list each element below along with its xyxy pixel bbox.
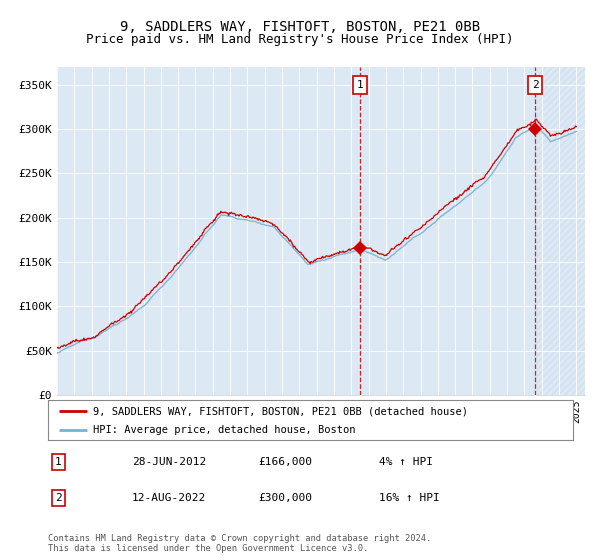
Text: £300,000: £300,000 — [258, 493, 312, 503]
Text: 9, SADDLERS WAY, FISHTOFT, BOSTON, PE21 0BB: 9, SADDLERS WAY, FISHTOFT, BOSTON, PE21 … — [120, 20, 480, 34]
Text: 9, SADDLERS WAY, FISHTOFT, BOSTON, PE21 0BB (detached house): 9, SADDLERS WAY, FISHTOFT, BOSTON, PE21 … — [92, 407, 467, 417]
Text: £166,000: £166,000 — [258, 457, 312, 467]
Text: 1: 1 — [356, 80, 363, 90]
Text: 2: 2 — [532, 80, 539, 90]
Text: 2: 2 — [55, 493, 62, 503]
Bar — [535, 67, 585, 395]
Text: 4% ↑ HPI: 4% ↑ HPI — [379, 457, 433, 467]
Text: 1: 1 — [55, 457, 62, 467]
Text: Contains HM Land Registry data © Crown copyright and database right 2024.
This d: Contains HM Land Registry data © Crown c… — [48, 534, 431, 553]
Text: Price paid vs. HM Land Registry's House Price Index (HPI): Price paid vs. HM Land Registry's House … — [86, 32, 514, 46]
Text: 16% ↑ HPI: 16% ↑ HPI — [379, 493, 439, 503]
Text: 28-JUN-2012: 28-JUN-2012 — [132, 457, 206, 467]
Text: 12-AUG-2022: 12-AUG-2022 — [132, 493, 206, 503]
Text: HPI: Average price, detached house, Boston: HPI: Average price, detached house, Bost… — [92, 425, 355, 435]
